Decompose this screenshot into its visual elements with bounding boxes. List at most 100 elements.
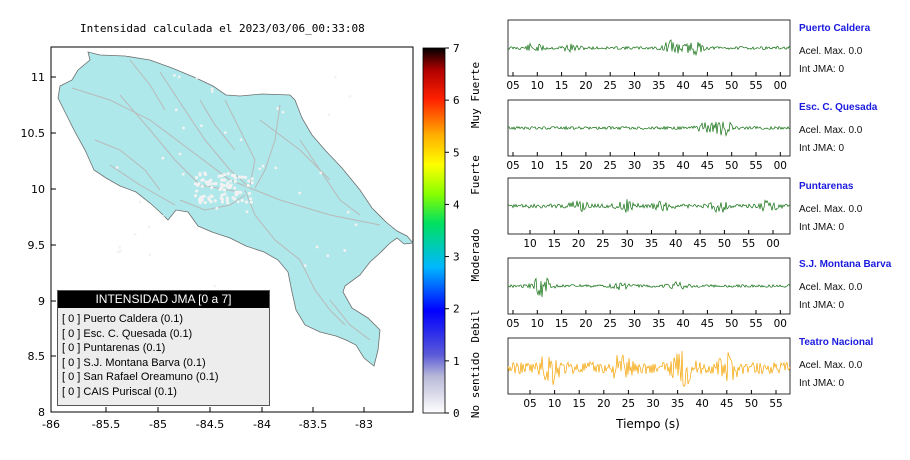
costa-rica-landmass — [57, 51, 414, 367]
seismogram-tick-label: 35 — [652, 160, 665, 172]
map-x-tick-label: -85 — [149, 418, 167, 431]
seismogram-tick-label: 25 — [596, 238, 609, 250]
colorbar-category-label: No sentido — [469, 352, 482, 418]
seismogram-tick-label: 10 — [531, 80, 544, 92]
seismogram-tick-label: 15 — [555, 318, 568, 330]
colorbar-category-label: Moderado — [469, 229, 482, 282]
station-name: Esc. C. Quesada — [799, 102, 878, 113]
seismogram-tick-label: 15 — [548, 238, 561, 250]
map-title: Intensidad calculada el 2023/03/06_00:33… — [80, 22, 365, 35]
map-y-tick-label: 9 — [38, 295, 45, 308]
seismogram-tick-label: 00 — [774, 160, 787, 172]
station-dots — [115, 73, 358, 299]
seismogram-tick-label: 50 — [745, 398, 758, 410]
seismogram-trace — [507, 277, 791, 298]
seismogram-tick-label: 15 — [573, 398, 586, 410]
seismogram-tick-label: 35 — [652, 80, 665, 92]
seismogram-tick-label: 55 — [749, 80, 762, 92]
seismogram-tick-label: 30 — [628, 80, 641, 92]
seismogram-tick-label: 40 — [676, 318, 689, 330]
station-max-acceleration: Acel. Max. 0.0 — [799, 204, 863, 215]
station-jma-intensity: Int JMA: 0 — [799, 64, 845, 75]
seismogram-panel: 05 10 15 20 25 30 35 40 45 50 55 00 — [506, 19, 791, 92]
legend-title: INTENSIDAD JMA [0 a 7] — [58, 291, 269, 308]
seismogram-tick-label: 30 — [646, 398, 659, 410]
map-y-tick-label: 11 — [31, 71, 45, 84]
seismogram-panel: 05 10 15 20 25 30 35 40 45 50 55 00 — [506, 257, 791, 330]
intensity-colorbar: 0 1 2 3 4 5 6 7 No sentido Debil Moderado Fuerte Mu… — [422, 42, 482, 420]
map-y-tick-label: 10 — [31, 183, 45, 196]
intensity-legend: INTENSIDAD JMA [0 a 7] [ 0 ] Puerto Cald… — [57, 290, 270, 406]
seismogram-tick-label: 05 — [506, 160, 519, 172]
colorbar-tick-label: 1 — [453, 355, 460, 368]
seismogram-tick-label: 35 — [652, 318, 665, 330]
time-axis-label: Tiempo (s) — [615, 417, 680, 431]
colorbar-tick-label: 7 — [453, 42, 460, 55]
seismogram-tick-label: 25 — [604, 160, 617, 172]
map-y-axis: 11 10.5 10 9.5 9 8.5 8 — [21, 71, 56, 419]
seismogram-tick-label: 45 — [720, 398, 733, 410]
colorbar-category-label: Muy Fuerte — [469, 62, 482, 128]
legend-item: [ 0 ] Esc. C. Quesada (0.1) — [62, 327, 193, 340]
seismogram-tick-label: 10 — [531, 160, 544, 172]
seismogram-tick-label: 40 — [669, 238, 682, 250]
seismogram-tick-label: 55 — [742, 238, 755, 250]
seismogram-trace — [507, 350, 791, 388]
map-y-tick-label: 8 — [38, 406, 45, 419]
legend-item: [ 0 ] CAIS Puriscal (0.1) — [62, 385, 177, 398]
seismogram-tick-label: 40 — [696, 398, 709, 410]
colorbar-tick-label: 4 — [453, 198, 460, 211]
map-x-tick-label: -83 — [355, 418, 373, 431]
seismogram-tick-label: 50 — [725, 80, 738, 92]
seismogram-tick-label: 50 — [725, 318, 738, 330]
seismogram-panel: 05 10 15 20 25 30 35 40 45 50 55 00 — [506, 99, 791, 172]
station-jma-intensity: Int JMA: 0 — [799, 378, 845, 389]
seismogram-tick-label: 40 — [676, 80, 689, 92]
map-x-tick-label: -83.5 — [299, 418, 327, 431]
seismogram-tick-label: 30 — [628, 160, 641, 172]
seismogram-tick-label: 20 — [579, 318, 592, 330]
seismogram-tick-label: 10 — [523, 238, 536, 250]
map-y-tick-label: 8.5 — [28, 350, 46, 363]
seismogram-tick-label: 20 — [579, 80, 592, 92]
seismogram-tick-label: 10 — [548, 398, 561, 410]
seismogram-tick-label: 25 — [604, 80, 617, 92]
seismogram-tick-label: 55 — [749, 318, 762, 330]
station-jma-intensity: Int JMA: 0 — [799, 143, 845, 154]
legend-item: [ 0 ] S.J. Montana Barva (0.1) — [62, 356, 206, 369]
station-jma-intensity: Int JMA: 0 — [799, 222, 845, 233]
station-name: S.J. Montana Barva — [799, 259, 892, 270]
colorbar-gradient — [422, 47, 446, 414]
seismogram-tick-label: 15 — [555, 80, 568, 92]
seismogram-tick-label: 40 — [676, 160, 689, 172]
seismogram-tick-label: 00 — [774, 318, 787, 330]
seismogram-tick-label: 05 — [506, 80, 519, 92]
seismogram-tick-label: 55 — [769, 398, 782, 410]
map-y-tick-label: 9.5 — [28, 239, 46, 252]
seismogram-panel: 10 15 20 25 30 35 40 45 50 55 00 — [507, 177, 791, 250]
seismogram-trace — [507, 39, 791, 57]
colorbar-category-label: Fuerte — [469, 155, 482, 195]
colorbar-tick-label: 2 — [453, 303, 460, 316]
seismogram-panel: 05 10 15 20 25 30 35 40 45 50 55 — [507, 337, 791, 410]
seismogram-tick-label: 10 — [531, 318, 544, 330]
station-jma-intensity: Int JMA: 0 — [799, 300, 845, 311]
colorbar-tick-label: 0 — [453, 407, 460, 420]
seismogram-tick-label: 50 — [718, 238, 731, 250]
station-max-acceleration: Acel. Max. 0.0 — [799, 360, 863, 371]
seismogram-tick-label: 00 — [766, 238, 779, 250]
seismogram-tick-label: 20 — [572, 238, 585, 250]
seismogram-tick-label: 45 — [701, 318, 714, 330]
legend-item: [ 0 ] Puerto Caldera (0.1) — [62, 313, 184, 325]
seismogram-tick-label: 05 — [506, 318, 519, 330]
seismogram-tick-label: 45 — [701, 160, 714, 172]
seismogram-tick-label: 55 — [749, 160, 762, 172]
legend-item: [ 0 ] Puntarenas (0.1) — [62, 342, 166, 354]
seismogram-tick-label: 20 — [579, 160, 592, 172]
colorbar-tick-label: 5 — [453, 146, 460, 159]
seismogram-tick-label: 35 — [645, 238, 658, 250]
colorbar-category-label: Debil — [469, 309, 482, 342]
station-max-acceleration: Acel. Max. 0.0 — [799, 46, 863, 57]
seismogram-panels: 05 10 15 20 25 30 35 40 45 50 55 00 05 10 15 20 25 30 35 40… — [506, 19, 791, 431]
seismogram-trace — [507, 199, 791, 213]
